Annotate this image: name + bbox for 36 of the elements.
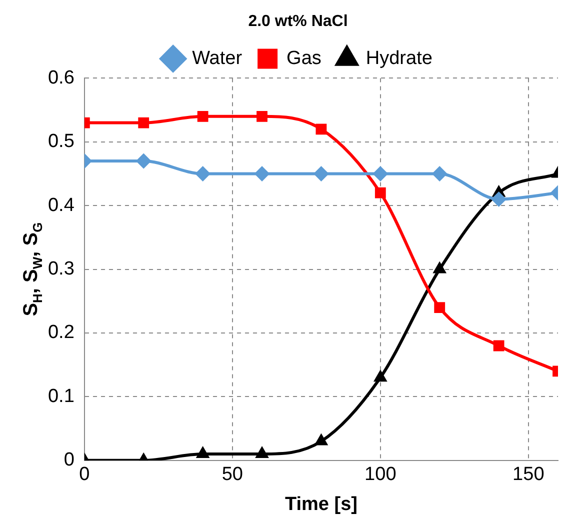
y-tick-label: 0.2 [48, 322, 74, 344]
point [374, 370, 387, 382]
point [254, 166, 270, 182]
point [374, 187, 386, 198]
chart-title: 2.0 wt% NaCl [248, 13, 348, 30]
y-axis-title: SH, SW, SG [20, 222, 45, 316]
legend-label: Water [192, 48, 243, 69]
legend-label: Hydrate [366, 48, 432, 69]
point [433, 262, 446, 274]
legend-label: Gas [286, 48, 322, 69]
point [197, 110, 208, 122]
point [316, 124, 327, 135]
point [491, 192, 506, 207]
point [138, 117, 150, 128]
point [372, 166, 388, 182]
y-tick-label: 0 [64, 450, 74, 471]
y-tick-label: 0.1 [48, 386, 74, 407]
point [493, 340, 504, 352]
point [136, 154, 152, 169]
x-tick-label: 100 [364, 464, 396, 486]
point [434, 302, 446, 313]
x-tick-label: 0 [79, 464, 90, 486]
x-tick-label: 150 [512, 464, 544, 486]
y-tick-label: 0.6 [48, 67, 74, 88]
point [195, 166, 210, 182]
point [255, 446, 269, 458]
point [314, 434, 328, 446]
point [432, 166, 448, 182]
x-tick-label: 50 [222, 464, 243, 486]
y-tick-label: 0.5 [48, 131, 74, 152]
y-tick-label: 0.4 [48, 194, 75, 216]
y-tick-label: 0.3 [48, 258, 74, 280]
x-axis-title: Time [s] [284, 494, 358, 515]
point [256, 110, 268, 122]
point [314, 166, 329, 182]
point [196, 446, 210, 458]
